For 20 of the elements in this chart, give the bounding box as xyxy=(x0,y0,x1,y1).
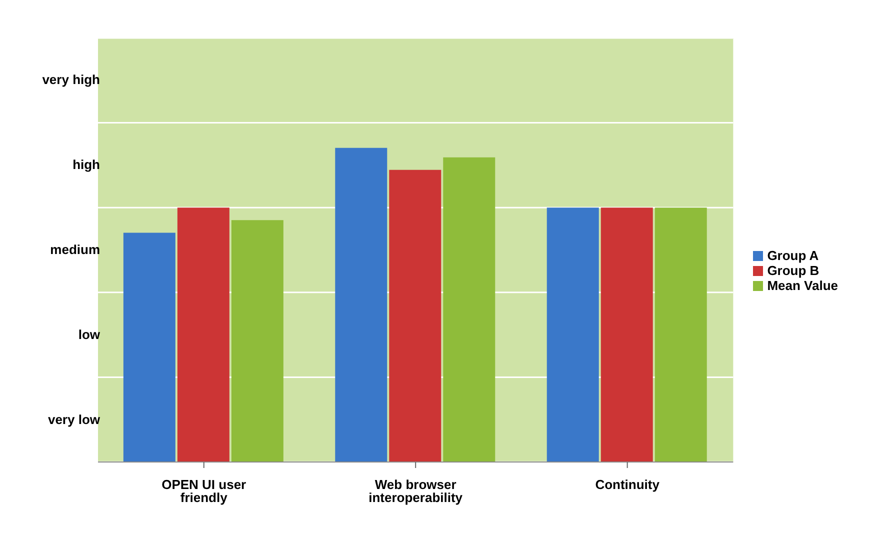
bar xyxy=(389,170,442,462)
bar xyxy=(231,220,284,462)
x-tick-label: Web browser interoperability xyxy=(368,477,464,506)
bar xyxy=(546,208,599,462)
bar xyxy=(123,232,176,462)
legend-label: Group B xyxy=(767,262,820,278)
x-tick-label: Continuity xyxy=(595,477,660,492)
bar xyxy=(335,148,388,462)
legend-label: Mean Value xyxy=(767,278,838,292)
x-tick-label: OPEN UI user friendly xyxy=(162,477,246,506)
bar xyxy=(654,208,707,462)
annotation: low xyxy=(77,326,100,343)
annotation: medium xyxy=(49,242,100,258)
legend-label: Group A xyxy=(767,248,819,262)
bar xyxy=(600,208,653,462)
bar xyxy=(177,208,230,462)
annotation: high xyxy=(72,157,100,174)
bar xyxy=(443,157,496,462)
text: very high xyxy=(41,72,100,88)
annotation: very low xyxy=(46,412,100,428)
